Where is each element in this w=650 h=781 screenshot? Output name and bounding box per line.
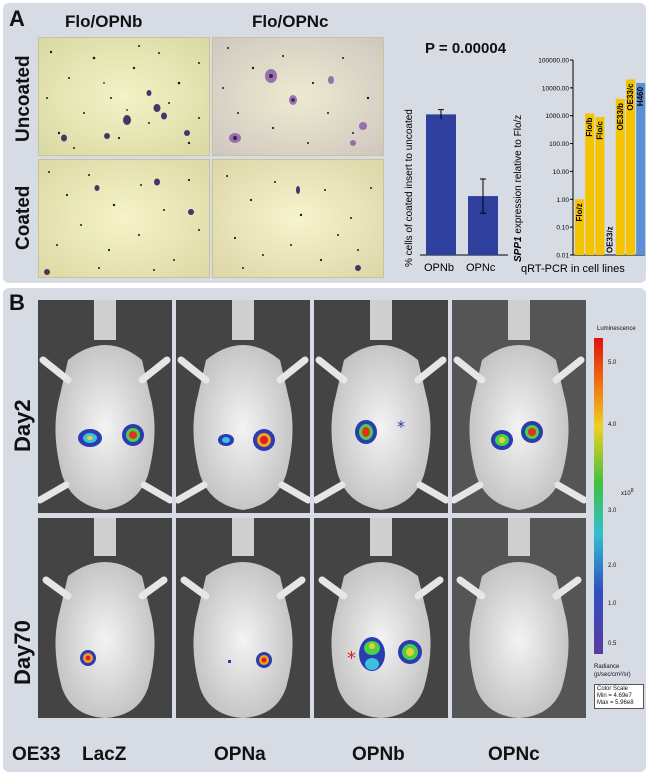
radiance-units: (p/sec/cm²/sr) <box>594 672 631 678</box>
bar-label-opnb: OPNb <box>424 262 454 274</box>
mouse-lacz-day70 <box>38 518 172 718</box>
micrograph-opnb-uncoated <box>38 37 210 156</box>
bar-chart-ylabel: % cells of coated insert to uncoated <box>404 109 415 267</box>
micrograph-opnc-coated <box>212 159 384 278</box>
p-value-title: P = 0.00004 <box>425 40 507 57</box>
qpcr-ylabel-gene: SPP1 <box>513 236 524 262</box>
mouse-opnc-day2 <box>452 300 586 513</box>
color-scale-title: Color Scale <box>597 686 629 692</box>
colorbar-tick-3: 3.0 <box>608 508 617 514</box>
mouse-opna-day70 <box>176 518 310 718</box>
qpcr-tick-label: 1.00 <box>556 197 569 204</box>
column-label-lacz: LacZ <box>82 744 127 765</box>
mouse-opnb-day70: * <box>314 518 448 718</box>
col-header-opnb: Flo/OPNb <box>65 12 143 31</box>
qpcr-tick-label: 0.01 <box>556 253 569 260</box>
column-label-opnb: OPNb <box>352 744 405 765</box>
day-label-day2: Day2 <box>10 399 35 452</box>
qpcr-bar-label: OE33/c <box>626 83 635 111</box>
colorbar-title: Luminescence <box>597 326 636 332</box>
qpcr-tick-label: 1000.00 <box>546 113 570 120</box>
micrograph-opnb-coated <box>38 159 210 278</box>
bar-opnb <box>426 114 456 256</box>
column-label-opnc: OPNc <box>488 744 540 765</box>
qpcr-bar-label: Flo/c <box>595 120 604 139</box>
qpcr-ylabel: SPP1 expression relative to Flo/z <box>513 115 524 262</box>
day-label-day70: Day70 <box>10 620 35 685</box>
qpcr-tick-label: 10.00 <box>553 169 570 176</box>
qpcr-tick-label: 10000.00 <box>542 85 569 92</box>
qpcr-bar-flo-c <box>595 116 605 256</box>
qpcr-bar-label: OE33/b <box>616 103 625 131</box>
qpcr-xlabel: qRT-PCR in cell lines <box>521 263 625 275</box>
qpcr-bar-label: H460 <box>636 86 645 106</box>
radiance-label: Radiance <box>594 664 620 670</box>
color-scale-box: Color Scale Min = 4.69e7 Max = 5.96e8 <box>594 684 644 709</box>
colorbar-gradient <box>594 338 603 654</box>
qpcr-tick-label: 0.10 <box>556 225 569 232</box>
qpcr-chart: SPP1 expression relative to Flo/z 0.01 0.… <box>513 58 646 275</box>
qpcr-ylabel-rest: expression relative to Flo/z <box>513 115 524 237</box>
row-label-uncoated: Uncoated <box>13 55 34 142</box>
qpcr-bar-label: OE33/z <box>606 226 615 253</box>
color-scale-min: Min = 4.69e7 <box>597 693 632 699</box>
bar-label-opnc: OPNc <box>466 262 496 274</box>
qpcr-bar-oe33-b <box>615 98 625 255</box>
svg-text:*: * <box>347 648 356 669</box>
qpcr-tick-label: 100.00 <box>549 141 569 148</box>
micrograph-opnc-uncoated <box>212 37 384 156</box>
migration-bar-chart: % cells of coated insert to uncoated OPN… <box>404 109 508 274</box>
colorbar-tick-4: 4.0 <box>608 422 617 428</box>
panel-b-letter: B <box>9 290 25 315</box>
svg-text:*: * <box>397 417 405 436</box>
color-scale-max: Max = 5.96e8 <box>597 700 634 706</box>
colorbar-multiplier-base: x10 <box>621 491 631 497</box>
mouse-opnb-day2: * <box>314 300 448 513</box>
qpcr-bar-h460 <box>636 82 646 255</box>
colorbar-multiplier-exponent: 8 <box>630 488 634 494</box>
colorbar-tick-2: 2.0 <box>608 563 617 569</box>
colorbar-multiplier: x108 <box>621 488 633 497</box>
colorbar-tick-0-5: 0.5 <box>608 641 617 647</box>
panel-a-letter: A <box>9 6 25 31</box>
col-header-opnc: Flo/OPNc <box>252 12 329 31</box>
qpcr-bar-flo-b <box>585 113 595 256</box>
qpcr-bar-label: Flo/z <box>575 203 584 221</box>
row-label-coated: Coated <box>13 185 34 250</box>
qpcr-tick-label: 100000.00 <box>538 58 569 65</box>
column-label-opna: OPNa <box>214 744 266 765</box>
mouse-opnc-day70 <box>452 518 586 718</box>
qpcr-bar-oe33-c <box>626 79 635 255</box>
qpcr-bar-flo-z <box>575 199 584 255</box>
qpcr-bar-label: Flo/b <box>585 117 594 136</box>
cell-line-label: OE33 <box>12 744 61 765</box>
colorbar-tick-1: 1.0 <box>608 601 617 607</box>
colorbar-tick-5: 5.0 <box>608 360 617 366</box>
mouse-lacz-day2 <box>38 300 172 513</box>
mouse-opna-day2 <box>176 300 310 513</box>
